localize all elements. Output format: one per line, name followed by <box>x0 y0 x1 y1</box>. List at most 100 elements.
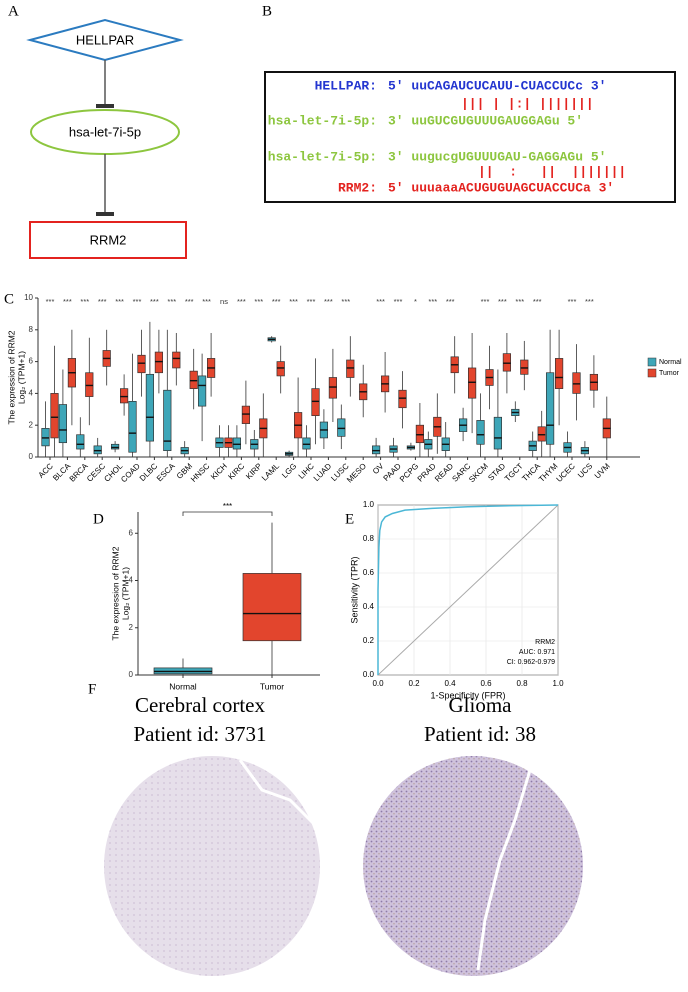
box <box>172 351 181 369</box>
x-tick-label: 0.4 <box>444 679 456 688</box>
box <box>554 358 564 389</box>
significance-bracket <box>182 511 273 516</box>
y-tick-label: 0 <box>129 670 134 679</box>
significance: *** <box>376 297 385 306</box>
y-axis-label: Sensitivity (TPR) <box>349 556 359 623</box>
legend-swatch <box>647 368 657 378</box>
legend-label: Tumor <box>659 370 680 377</box>
panel-label: E <box>345 511 354 527</box>
box <box>232 437 241 450</box>
y-tick-label: 4 <box>129 576 134 585</box>
box <box>85 372 94 397</box>
significance: *** <box>568 297 577 306</box>
box <box>137 354 146 374</box>
sequence-name: hsa-let-7i-5p: <box>268 113 377 128</box>
y-tick-label: 1.0 <box>363 500 375 509</box>
box <box>154 351 163 374</box>
y-tick-label: 0.2 <box>363 636 375 645</box>
diamond-node <box>26 18 184 62</box>
box <box>493 416 502 450</box>
y-tick-label: 6 <box>129 528 134 537</box>
legend-label: Normal <box>659 359 682 366</box>
y-tick-label: 10 <box>24 293 33 302</box>
annotation: AUC: 0.971 <box>519 649 555 656</box>
significance: * <box>414 297 417 306</box>
y-tick-label: 6 <box>29 357 34 366</box>
x-tick-label: HNSC <box>189 461 212 484</box>
pairing: || : || ||||||| <box>478 164 626 179</box>
box <box>398 389 407 409</box>
box <box>502 353 511 372</box>
significance: *** <box>237 297 246 306</box>
x-tick-label: 0.2 <box>408 679 420 688</box>
x-axis-label: 1-Specificity (FPR) <box>430 690 505 700</box>
tissue-core <box>363 756 583 976</box>
image-title: Cerebral cortex <box>135 693 266 717</box>
sequence: 5' uuCAGAUCUCAUU-CUACCUCc 3' <box>388 78 606 93</box>
box <box>242 573 302 642</box>
box <box>337 418 346 437</box>
panel-label: F <box>88 681 96 697</box>
panel-label: A <box>8 3 19 19</box>
image-title: Glioma <box>449 693 513 717</box>
x-tick-label: LUAD <box>312 461 334 483</box>
box <box>119 388 129 404</box>
x-tick-label: MESO <box>345 462 368 485</box>
significance: *** <box>481 297 490 306</box>
x-tick-label: 1.0 <box>552 679 564 688</box>
sequence-name: hsa-let-7i-5p: <box>268 149 377 164</box>
significance: *** <box>533 297 542 306</box>
significance: *** <box>202 297 211 306</box>
x-tick-label: LGG <box>280 462 298 480</box>
y-tick-label: 0.0 <box>363 670 375 679</box>
x-tick-label: COAD <box>119 461 142 484</box>
roc-curve <box>377 504 559 675</box>
box <box>163 389 172 451</box>
panel-label: D <box>93 511 104 527</box>
significance: *** <box>498 297 507 306</box>
significance: *** <box>80 297 89 306</box>
significance: *** <box>515 297 524 306</box>
sequence-name: HELLPAR: <box>315 78 377 93</box>
x-tick-label: KICH <box>209 461 229 481</box>
node-label: hsa-let-7i-5p <box>69 124 141 139</box>
annotation: RRM2 <box>535 639 555 646</box>
y-tick-label: 2 <box>129 623 134 632</box>
box <box>302 437 311 450</box>
sequence-name: RRM2: <box>338 180 377 195</box>
y-tick-label: 2 <box>29 420 34 429</box>
y-axis-label: The expression of RRM2 <box>110 546 120 640</box>
significance: *** <box>98 297 107 306</box>
significance: *** <box>307 297 316 306</box>
significance: *** <box>115 297 124 306</box>
significance: *** <box>167 297 176 306</box>
significance: *** <box>289 297 298 306</box>
box <box>328 377 337 399</box>
x-tick-label: PRAD <box>416 461 438 483</box>
x-tick-label: TGCT <box>503 461 525 483</box>
significance: *** <box>394 297 403 306</box>
box <box>145 373 154 442</box>
box <box>93 445 102 455</box>
node-label: HELLPAR <box>76 32 134 47</box>
significance: *** <box>446 297 455 306</box>
significance: *** <box>254 297 263 306</box>
x-tick-label: KIRC <box>226 461 246 481</box>
sequence: 5' uuuaaaACUGUGUAGCUACCUCa 3' <box>388 180 614 195</box>
box <box>311 388 320 417</box>
y-tick-label: 0.4 <box>363 602 375 611</box>
x-tick-label: 0.8 <box>516 679 528 688</box>
sequence: 3' uugucgUGUUUGAU-GAGGAGu 5' <box>388 149 606 164</box>
y-tick-label: 4 <box>29 389 34 398</box>
y-axis-label: Log₂ (TPM+1) <box>120 567 130 620</box>
tissue-crack <box>238 759 322 832</box>
y-tick-label: 8 <box>29 325 34 334</box>
box <box>415 424 424 444</box>
panel-label: B <box>262 3 272 19</box>
y-axis-label: The expression of RRM2 <box>6 330 16 424</box>
box <box>572 372 581 394</box>
box <box>372 445 381 455</box>
significance: *** <box>585 297 594 306</box>
annotation: CI: 0.962-0.979 <box>507 659 555 666</box>
